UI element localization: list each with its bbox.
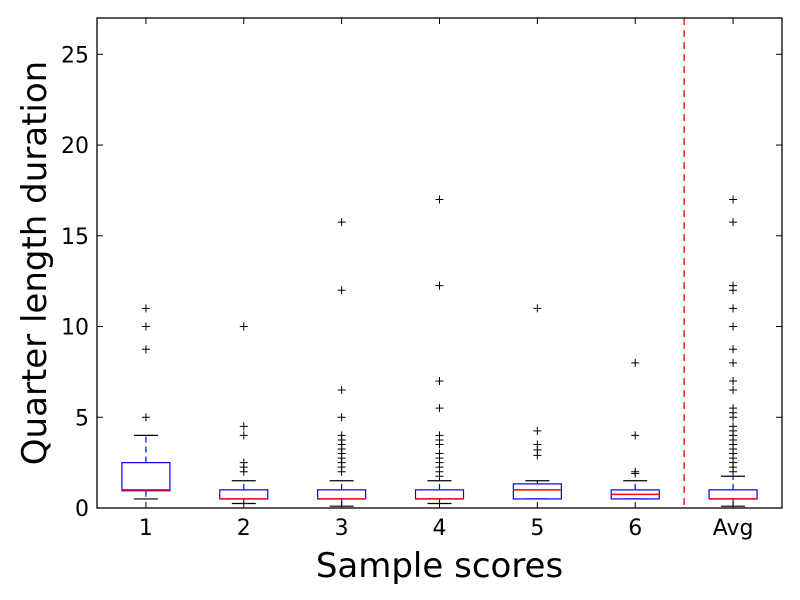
flier-point (141, 322, 150, 331)
flier-point (337, 413, 346, 422)
x-tick-label: 5 (530, 516, 544, 541)
x-tick-label: 1 (139, 516, 153, 541)
flier-point (337, 286, 346, 295)
flier-point (729, 195, 738, 204)
flier-point (631, 431, 640, 440)
flier-point (435, 449, 444, 458)
flier-point (435, 376, 444, 385)
flier-point (435, 281, 444, 290)
x-tick-label: 6 (628, 516, 642, 541)
flier-point (729, 358, 738, 367)
box-2 (219, 322, 269, 505)
flier-point (141, 304, 150, 313)
flier-point (729, 281, 738, 290)
flier-point (729, 376, 738, 385)
flier-point (729, 322, 738, 331)
flier-point (141, 413, 150, 422)
flier-point (141, 345, 150, 354)
x-axis-label: Sample scores (316, 546, 563, 586)
flier-point (631, 358, 640, 367)
flier-point (729, 304, 738, 313)
x-tick-label: Avg (713, 516, 754, 541)
box-body (121, 462, 171, 492)
flier-point (533, 440, 542, 449)
y-tick-label: 0 (75, 497, 89, 522)
flier-point (631, 467, 640, 476)
x-tick-label: 3 (335, 516, 349, 541)
flier-point (729, 386, 738, 395)
flier-point (435, 195, 444, 204)
flier-point (239, 322, 248, 331)
flier-point (729, 422, 738, 431)
y-tick-label: 10 (61, 316, 89, 341)
y-axis-label: Quarter length duration (15, 61, 55, 465)
flier-point (533, 426, 542, 435)
flier-point (239, 422, 248, 431)
y-tick-label: 20 (61, 134, 89, 159)
box-4 (414, 195, 465, 505)
flier-point (337, 431, 346, 440)
x-tick-label: 4 (433, 516, 447, 541)
flier-point (729, 345, 738, 354)
y-tick-label: 5 (75, 406, 89, 431)
box-body (512, 483, 562, 500)
axis-ticks: 0 5 10 15 20 25 1 2 3 4 5 6 Avg (61, 18, 782, 541)
flier-point (435, 404, 444, 413)
flier-point (435, 431, 444, 440)
plot-marks (121, 18, 758, 508)
flier-point (729, 218, 738, 227)
flier-point (239, 431, 248, 440)
y-tick-label: 25 (61, 43, 89, 68)
x-tick-label: 2 (237, 516, 251, 541)
box-5 (512, 304, 562, 500)
box-6 (610, 358, 660, 500)
flier-point (533, 304, 542, 313)
flier-point (337, 386, 346, 395)
y-tick-label: 15 (61, 225, 89, 250)
flier-point (239, 458, 248, 467)
box-Avg (708, 195, 758, 507)
flier-point (729, 404, 738, 413)
box-3 (317, 218, 367, 507)
flier-point (337, 218, 346, 227)
box-1 (121, 304, 171, 500)
